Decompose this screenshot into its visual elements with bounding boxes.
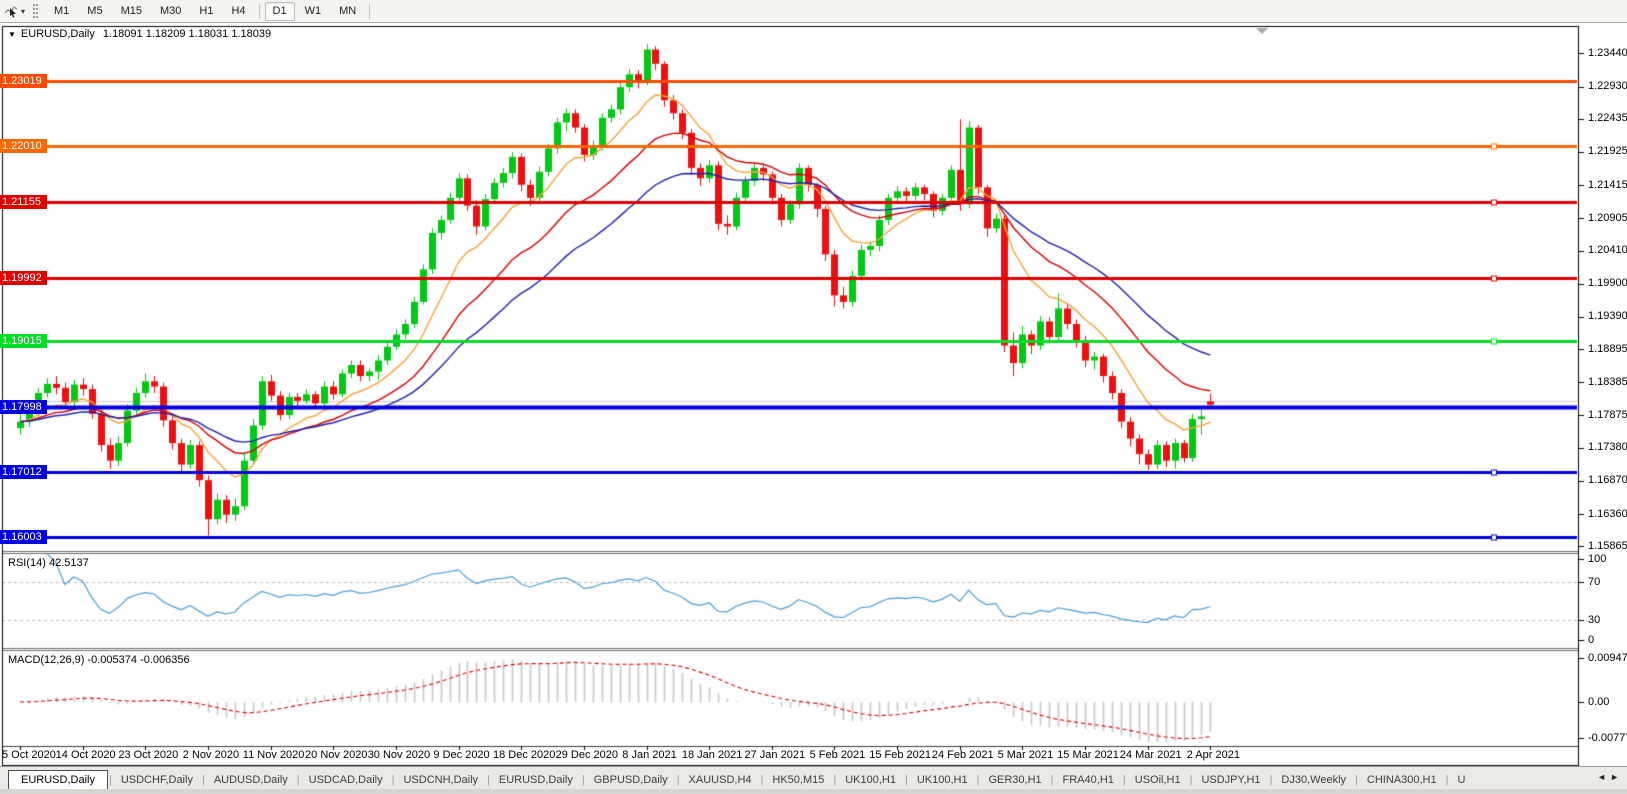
tab-u[interactable]: U (1457, 774, 1466, 786)
tab-ger30-h1[interactable]: GER30,H1 (988, 774, 1042, 786)
status-strip (0, 789, 1627, 794)
tab-separator: | (1445, 774, 1449, 786)
toolbar-separator (369, 3, 371, 19)
tab-separator: | (391, 774, 395, 786)
tab-separator: | (581, 774, 585, 786)
macd-indicator-label: MACD(12,26,9) -0.005374 -0.006356 (8, 654, 190, 666)
toolbar-separator (258, 3, 260, 19)
tab-uk100-h1[interactable]: UK100,H1 (845, 774, 896, 786)
tab-usdcad-daily[interactable]: USDCAD,Daily (308, 774, 383, 786)
tab-separator: | (1189, 774, 1193, 786)
toolbar-grip-handle[interactable] (33, 4, 39, 18)
timeframe-button-h4[interactable]: H4 (231, 4, 246, 17)
tab-separator: | (904, 774, 908, 786)
tab-gbpusd-daily[interactable]: GBPUSD,Daily (593, 774, 668, 786)
tab-china300-h1[interactable]: CHINA300,H1 (1366, 774, 1437, 786)
tab-eurusd-daily[interactable]: EURUSD,Daily (498, 774, 573, 786)
chart-tab-bar: EURUSD,Daily | USDCHF,Daily | AUDUSD,Daily | U… (0, 766, 1627, 791)
tab-xauusd-h4[interactable]: XAUUSD,H4 (688, 774, 752, 786)
tab-audusd-daily[interactable]: AUDUSD,Daily (213, 774, 288, 786)
tab-hk50-m15[interactable]: HK50,M15 (772, 774, 825, 786)
timeframe-button-h1[interactable]: H1 (199, 4, 214, 17)
tab-scroll-right-icon[interactable]: ► (1610, 772, 1623, 782)
timeframe-button-m1[interactable]: M1 (54, 4, 70, 17)
tab-separator: | (1269, 774, 1273, 786)
chart-cursor-tool[interactable]: ▾ (4, 4, 25, 18)
tab-separator: | (487, 774, 490, 786)
tab-usoil-h1[interactable]: USOil,H1 (1134, 774, 1181, 786)
tab-uk100-h1[interactable]: UK100,H1 (916, 774, 968, 786)
chart-ohlc-values: 1.18091 1.18209 1.18031 1.18039 (102, 28, 272, 40)
timeframe-toolbar: ▾ M1 M5 M15 M30 H1 H4 D1 W1 MN (0, 0, 1627, 23)
timeframe-button-m15[interactable]: M15 (120, 4, 142, 17)
tab-separator: | (1050, 774, 1054, 786)
collapse-triangle-icon[interactable]: ▼ (8, 30, 16, 39)
tab-scroll-left-icon[interactable]: ◄ (1597, 772, 1611, 782)
tab-usdjpy-h1[interactable]: USDJPY,H1 (1201, 774, 1261, 786)
chart-title: ▼ EURUSD,Daily 1.18091 1.18209 1.18031 1.1… (8, 28, 271, 40)
dropdown-caret-icon[interactable]: ▾ (21, 6, 26, 16)
chart-cursor-icon (4, 4, 19, 18)
tab-fra40-h1[interactable]: FRA40,H1 (1062, 774, 1114, 786)
tab-separator: | (296, 774, 300, 786)
timeframe-button-m30[interactable]: M30 (159, 4, 182, 17)
tab-separator: | (1355, 774, 1358, 786)
tab-dj30-weekly[interactable]: DJ30,Weekly (1281, 774, 1347, 786)
tab-eurusd-daily[interactable]: EURUSD,Daily (8, 770, 108, 791)
timeframe-button-w1[interactable]: W1 (304, 4, 322, 17)
tab-separator: | (201, 774, 205, 786)
tab-usdcnh-daily[interactable]: USDCNH,Daily (403, 774, 479, 786)
tab-separator: | (760, 774, 764, 786)
tab-usdchf-daily[interactable]: USDCHF,Daily (120, 774, 193, 786)
tab-separator: | (676, 774, 680, 786)
tab-separator: | (976, 774, 980, 786)
rsi-indicator-label: RSI(14) 42.5137 (8, 557, 89, 569)
tab-separator: | (833, 774, 837, 786)
timeframe-button-m5[interactable]: M5 (87, 4, 103, 17)
timeframe-button-mn[interactable]: MN (339, 4, 357, 17)
tab-separator: | (108, 774, 112, 786)
tab-separator: | (1122, 774, 1126, 786)
chart-symbol-label: EURUSD,Daily (20, 28, 95, 40)
timeframe-button-d1[interactable]: D1 (264, 1, 295, 21)
